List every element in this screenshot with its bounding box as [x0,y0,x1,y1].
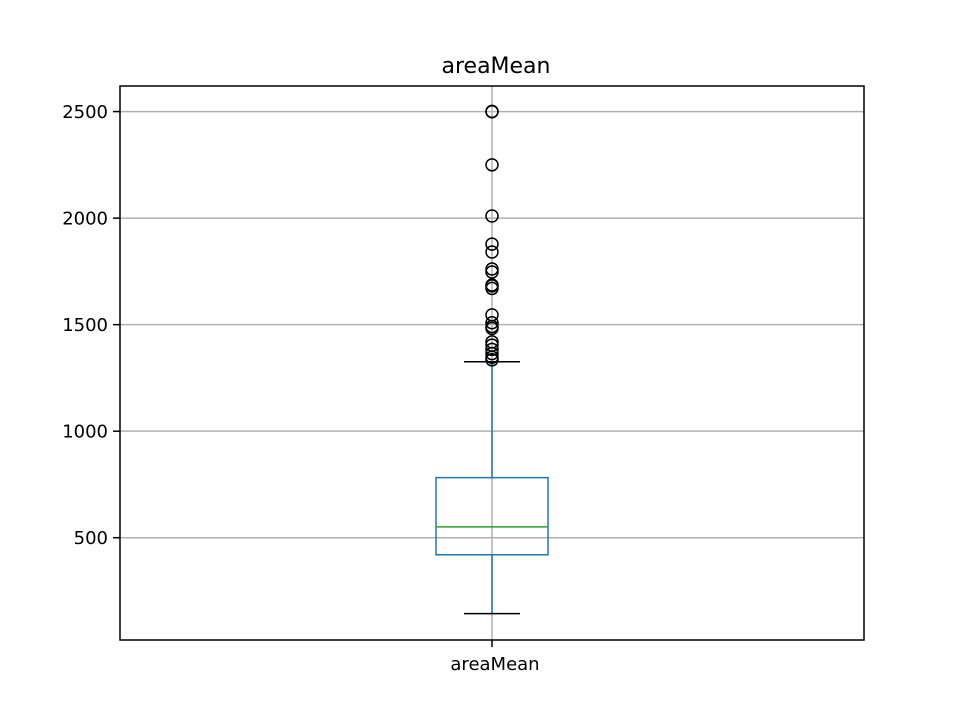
y-tick-label: 1000 [62,422,108,443]
outlier-point [485,245,499,259]
box-plot-marks [435,104,549,615]
y-tick-label: 1500 [62,315,108,336]
y-tick-label: 500 [74,528,108,549]
outlier-point [485,335,499,349]
outlier-point [485,104,499,119]
outlier-point [485,262,499,276]
box-group [435,104,549,615]
y-tick-label: 2500 [62,102,108,123]
x-tick-label: areaMean [450,654,539,675]
outlier-point [485,338,499,352]
outlier-point [485,158,499,172]
outlier-point [485,278,499,292]
outlier-point [485,315,499,330]
iqr-box [435,476,549,556]
outlier-point [485,342,499,357]
axes: 500 1000 1500 2000 2500 areaMean [62,102,539,675]
outlier-point [485,237,499,251]
y-tick-label: 2000 [62,209,108,230]
outlier-point [485,308,499,322]
outlier-point [485,209,499,223]
chart-title: areaMean [441,54,550,79]
